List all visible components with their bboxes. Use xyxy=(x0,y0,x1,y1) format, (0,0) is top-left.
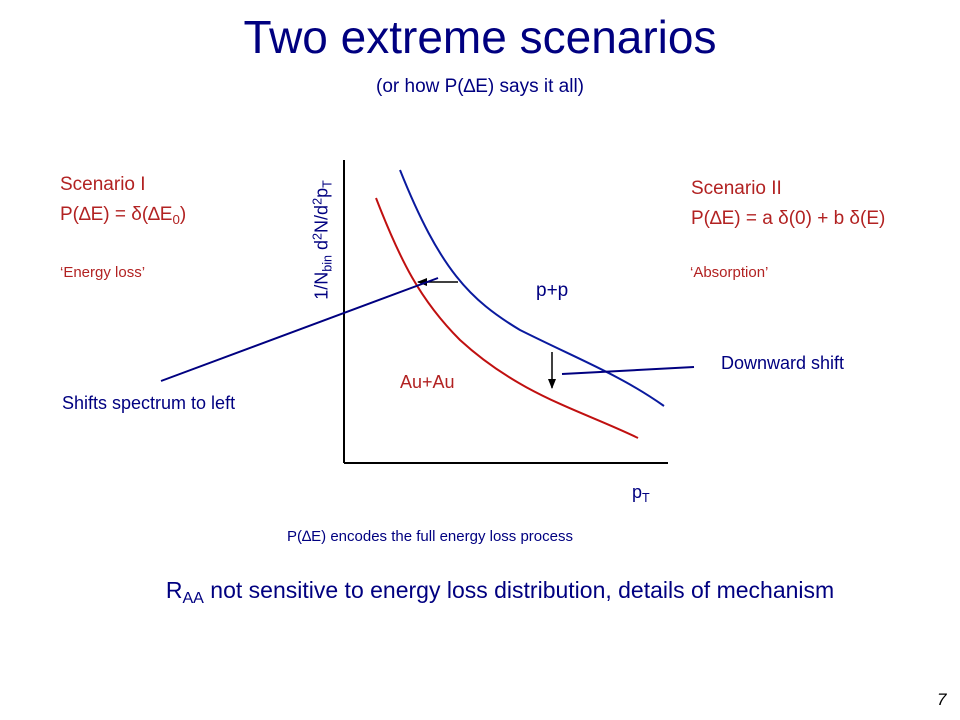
x-axis-label-p: p xyxy=(632,482,643,502)
scenario-2-formula: P(∆E) = a δ(0) + b δ(E) xyxy=(691,208,886,229)
y-axis-label-sup2: 2 xyxy=(310,197,325,205)
conclusion-r: R xyxy=(165,577,183,603)
y-axis-label-d: d xyxy=(311,239,332,255)
y-axis-label-sup1: 2 xyxy=(310,232,325,240)
caption: P(∆E) encodes the full energy loss proce… xyxy=(287,528,573,545)
scenario-1-formula-prefix: P(∆E) = δ(∆E xyxy=(60,204,173,225)
slide-title: Two extreme scenarios xyxy=(243,11,717,63)
conclusion-aa: AA xyxy=(182,588,204,607)
auau-curve xyxy=(375,197,639,439)
conclusion: RAA not sensitive to energy loss distrib… xyxy=(0,577,960,607)
conclusion-rest: not sensitive to energy loss distributio… xyxy=(203,577,835,603)
scenario-1-formula-sub: 0 xyxy=(172,211,180,227)
y-axis-label-p: p xyxy=(311,187,332,198)
page-number: 7 xyxy=(937,690,947,709)
x-axis-label: pT xyxy=(632,482,650,505)
scenario-1-effect: Shifts spectrum to left xyxy=(62,393,236,413)
scenario-2-name: Scenario II xyxy=(691,178,782,199)
scenario-1-pointer xyxy=(160,277,439,382)
auau-curve-label: Au+Au xyxy=(400,372,455,392)
pp-curve-label: p+p xyxy=(536,280,569,301)
y-axis-label-n: N/d xyxy=(311,204,332,233)
slide-subtitle: (or how P(∆E) says it all) xyxy=(376,76,584,97)
scenario-2-pointer xyxy=(561,366,695,375)
scenario-1-formula: P(∆E) = δ(∆E0) xyxy=(60,204,187,227)
x-axis-label-t: T xyxy=(642,490,650,505)
y-axis-label-pre: 1/N xyxy=(311,271,332,300)
scenario-2-quote: ‘Absorption’ xyxy=(690,264,769,281)
scenario-1-name: Scenario I xyxy=(60,174,146,195)
scenario-1-quote: ‘Energy loss’ xyxy=(60,264,146,281)
y-axis-label: 1/Nbin d2N/d2pT xyxy=(310,180,335,300)
y-axis-label-bin: bin xyxy=(320,254,335,272)
scenario-1-formula-suffix: ) xyxy=(179,204,187,225)
y-axis-label-t: T xyxy=(320,180,335,188)
scenario-2-effect: Downward shift xyxy=(721,353,845,373)
pp-curve xyxy=(399,169,665,407)
